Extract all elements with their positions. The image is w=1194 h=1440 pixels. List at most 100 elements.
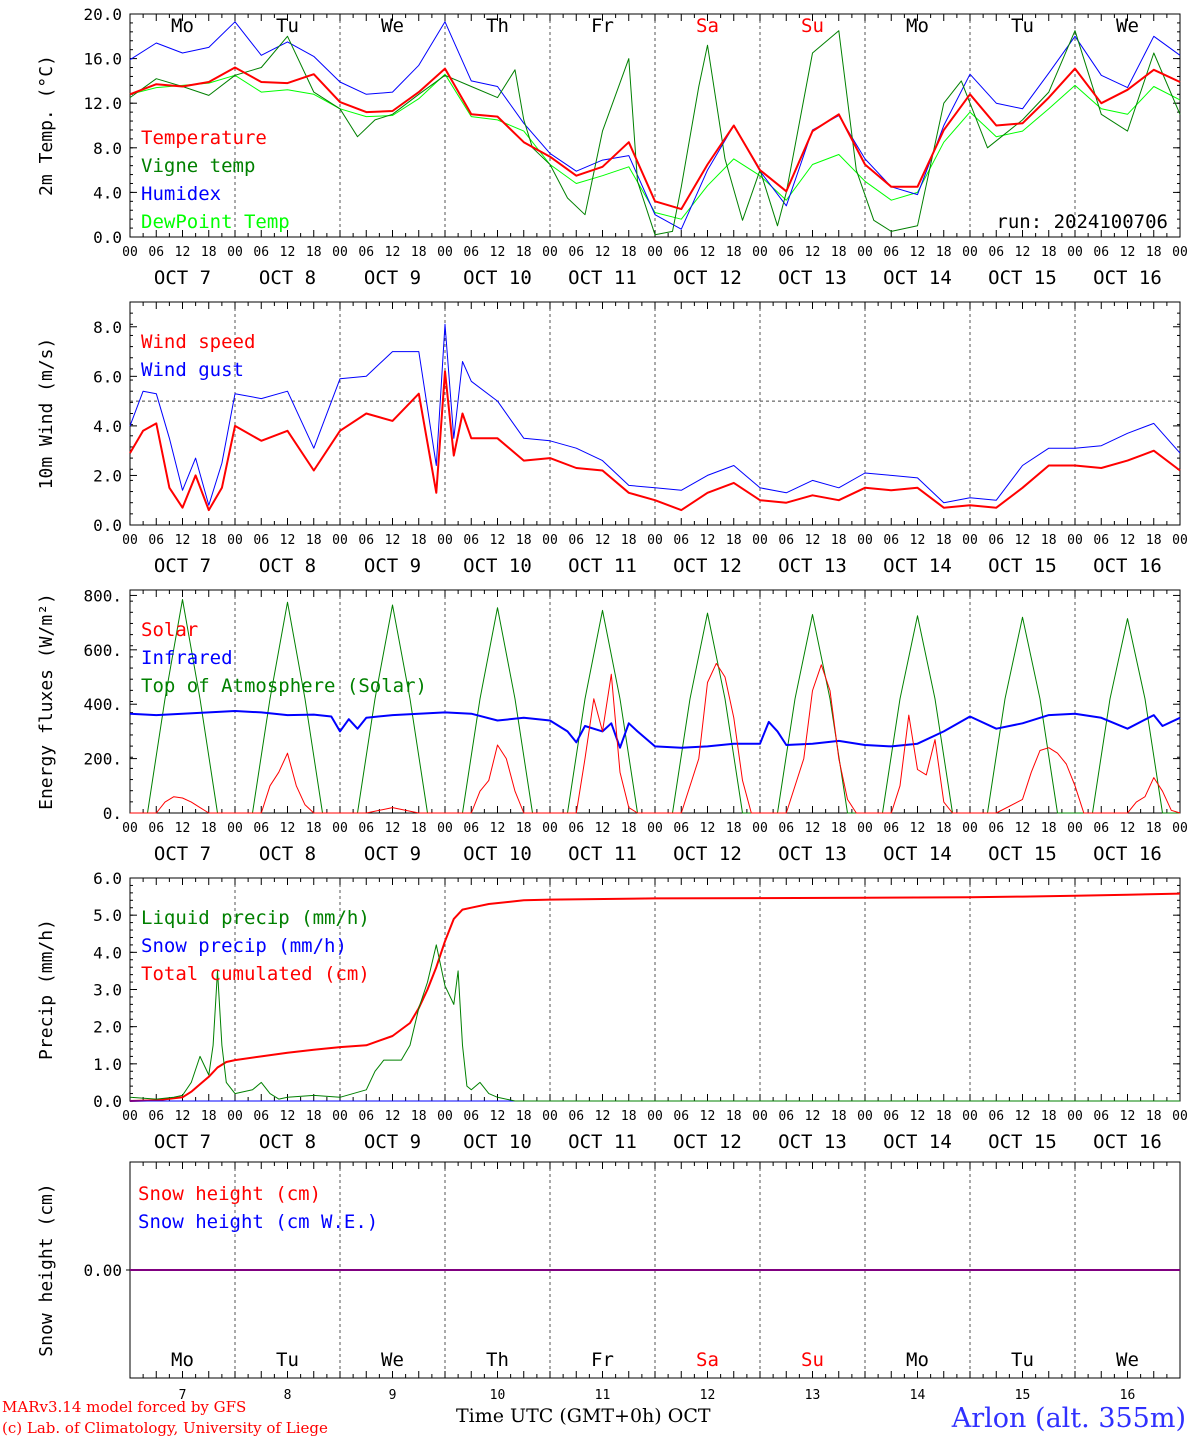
y-tick-label: 0. [103, 804, 122, 823]
hour-tick-label: 12 [490, 1109, 506, 1124]
weekday-label: Mo [906, 1349, 929, 1371]
weekday-label: We [1116, 15, 1139, 37]
series-line-liquid-precip-mm-h- [129, 944, 1180, 1102]
hour-tick-label: 12 [1120, 245, 1136, 260]
bottom-date-label: 9 [389, 1388, 397, 1403]
hour-tick-label: 00 [332, 245, 348, 260]
x-axis-title: Time UTC (GMT+0h) OCT [456, 1405, 711, 1427]
hour-tick-label: 12 [490, 245, 506, 260]
hour-tick-label: 12 [385, 821, 401, 836]
date-label: OCT 15 [988, 843, 1057, 865]
hour-tick-label: 12 [175, 821, 191, 836]
bottom-date-label: 15 [1015, 1388, 1031, 1403]
hour-tick-label: 18 [621, 821, 637, 836]
hour-tick-label: 06 [148, 533, 164, 548]
hour-tick-label: 00 [542, 821, 558, 836]
hour-tick-label: 00 [437, 821, 453, 836]
y-tick-label: 800. [83, 586, 122, 605]
hour-tick-label: 06 [568, 245, 584, 260]
hour-tick-label: 00 [962, 821, 978, 836]
hour-tick-label: 06 [148, 821, 164, 836]
hour-tick-label: 06 [883, 533, 899, 548]
hour-tick-label: 06 [358, 533, 374, 548]
hour-tick-label: 18 [516, 533, 532, 548]
hour-tick-label: 12 [805, 245, 821, 260]
y-tick-label: 0.0 [93, 228, 122, 247]
y-tick-label: 4.0 [93, 183, 122, 202]
hour-tick-label: 18 [201, 821, 217, 836]
date-label: OCT 12 [673, 843, 742, 865]
hour-tick-label: 12 [385, 533, 401, 548]
hour-tick-label: 12 [595, 533, 611, 548]
date-label: OCT 11 [568, 555, 637, 577]
date-label: OCT 16 [1093, 1131, 1162, 1153]
y-axis-label: Precip (mm/h) [36, 919, 57, 1060]
hour-tick-label: 06 [883, 1109, 899, 1124]
hour-tick-label: 18 [1146, 245, 1162, 260]
hour-tick-label: 06 [253, 1109, 269, 1124]
date-label: OCT 13 [778, 267, 847, 289]
y-tick-label: 0.0 [93, 516, 122, 535]
footer-lab-line: (c) Lab. of Climatology, University of L… [2, 1419, 328, 1437]
weekday-label: Tu [276, 1349, 299, 1371]
hour-tick-label: 06 [1093, 1109, 1109, 1124]
hour-tick-label: 00 [122, 245, 138, 260]
y-tick-label: 1.0 [93, 1055, 122, 1074]
hour-tick-label: 12 [175, 245, 191, 260]
hour-tick-label: 06 [463, 245, 479, 260]
weekday-label: Tu [276, 15, 299, 37]
legend-entry: Top of Atmosphere (Solar) [141, 675, 427, 697]
hour-tick-label: 00 [332, 821, 348, 836]
hour-tick-label: 00 [752, 245, 768, 260]
y-tick-label: 6.0 [93, 367, 122, 386]
hour-tick-label: 00 [227, 533, 243, 548]
weekday-label: We [381, 1349, 404, 1371]
hour-tick-label: 00 [332, 533, 348, 548]
hour-tick-label: 12 [280, 821, 296, 836]
hour-tick-label: 12 [700, 1109, 716, 1124]
y-tick-label: 0.00 [83, 1261, 122, 1280]
date-label: OCT 12 [673, 267, 742, 289]
panel-frame [129, 589, 1181, 814]
hour-tick-label: 12 [910, 821, 926, 836]
date-label: OCT 12 [673, 555, 742, 577]
hour-tick-label: 00 [437, 533, 453, 548]
hour-tick-label: 12 [1015, 533, 1031, 548]
hour-tick-label: 00 [122, 821, 138, 836]
hour-tick-label: 18 [201, 245, 217, 260]
hour-tick-label: 12 [805, 1109, 821, 1124]
series-line-temperature [129, 66, 1181, 211]
hour-tick-label: 00 [1067, 1109, 1083, 1124]
hour-tick-label: 06 [463, 533, 479, 548]
y-axis-label: 10m Wind (m/s) [36, 338, 57, 490]
date-label: OCT 8 [259, 555, 316, 577]
hour-tick-label: 18 [1041, 533, 1057, 548]
weekday-label: Su [801, 1349, 824, 1371]
hour-tick-label: 00 [962, 245, 978, 260]
date-label: OCT 8 [259, 267, 316, 289]
date-label: OCT 7 [154, 1131, 211, 1153]
series-line-total-cumulated-cm- [129, 892, 1181, 1102]
hour-tick-label: 06 [148, 1109, 164, 1124]
series-line-vigne-temp [129, 30, 1181, 236]
hour-tick-label: 12 [595, 821, 611, 836]
hour-tick-label: 18 [1041, 821, 1057, 836]
date-label: OCT 8 [259, 1131, 316, 1153]
hour-tick-label: 12 [595, 1109, 611, 1124]
hour-tick-label: 12 [805, 533, 821, 548]
weekday-label: Tu [1011, 1349, 1034, 1371]
date-label: OCT 9 [364, 843, 421, 865]
hour-tick-label: 18 [831, 245, 847, 260]
y-tick-label: 16.0 [83, 50, 122, 69]
weekday-label: Mo [906, 15, 929, 37]
y-tick-label: 5.0 [93, 906, 122, 925]
legend-entry: Snow height (cm) [138, 1183, 321, 1205]
hour-tick-label: 18 [831, 533, 847, 548]
panel-wind [129, 301, 1181, 526]
x-axis-month: OCT [667, 1405, 711, 1427]
y-tick-label: 8.0 [93, 139, 122, 158]
hour-tick-label: 12 [490, 821, 506, 836]
hour-tick-label: 06 [568, 533, 584, 548]
series-line-solar [130, 662, 1181, 814]
hour-tick-label: 12 [280, 245, 296, 260]
